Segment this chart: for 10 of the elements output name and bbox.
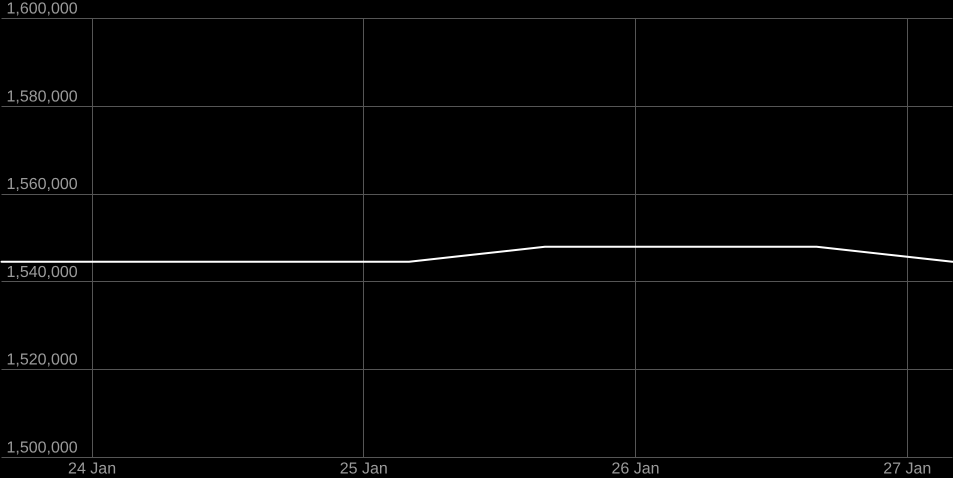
- y-tick-label: 1,500,000: [6, 440, 78, 456]
- x-tick-label: 26 Jan: [611, 460, 660, 478]
- y-tick-label: 1,520,000: [6, 352, 78, 369]
- x-tick-label: 25 Jan: [340, 460, 388, 478]
- y-tick-label: 1,560,000: [6, 176, 78, 194]
- y-tick-label: 1,580,000: [6, 88, 78, 106]
- x-tick-label: 24 Jan: [68, 460, 116, 478]
- y-tick-label: 1,540,000: [6, 264, 78, 281]
- y-tick-label: 1,600,000: [6, 0, 78, 18]
- x-tick-label: 27 Jan: [883, 460, 932, 478]
